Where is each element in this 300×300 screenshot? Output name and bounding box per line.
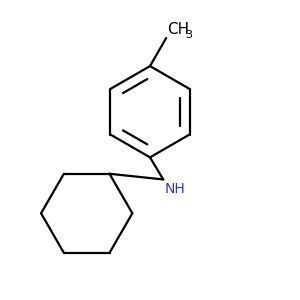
Text: 3: 3: [186, 30, 193, 40]
Text: CH: CH: [167, 22, 190, 37]
Text: NH: NH: [165, 182, 185, 197]
